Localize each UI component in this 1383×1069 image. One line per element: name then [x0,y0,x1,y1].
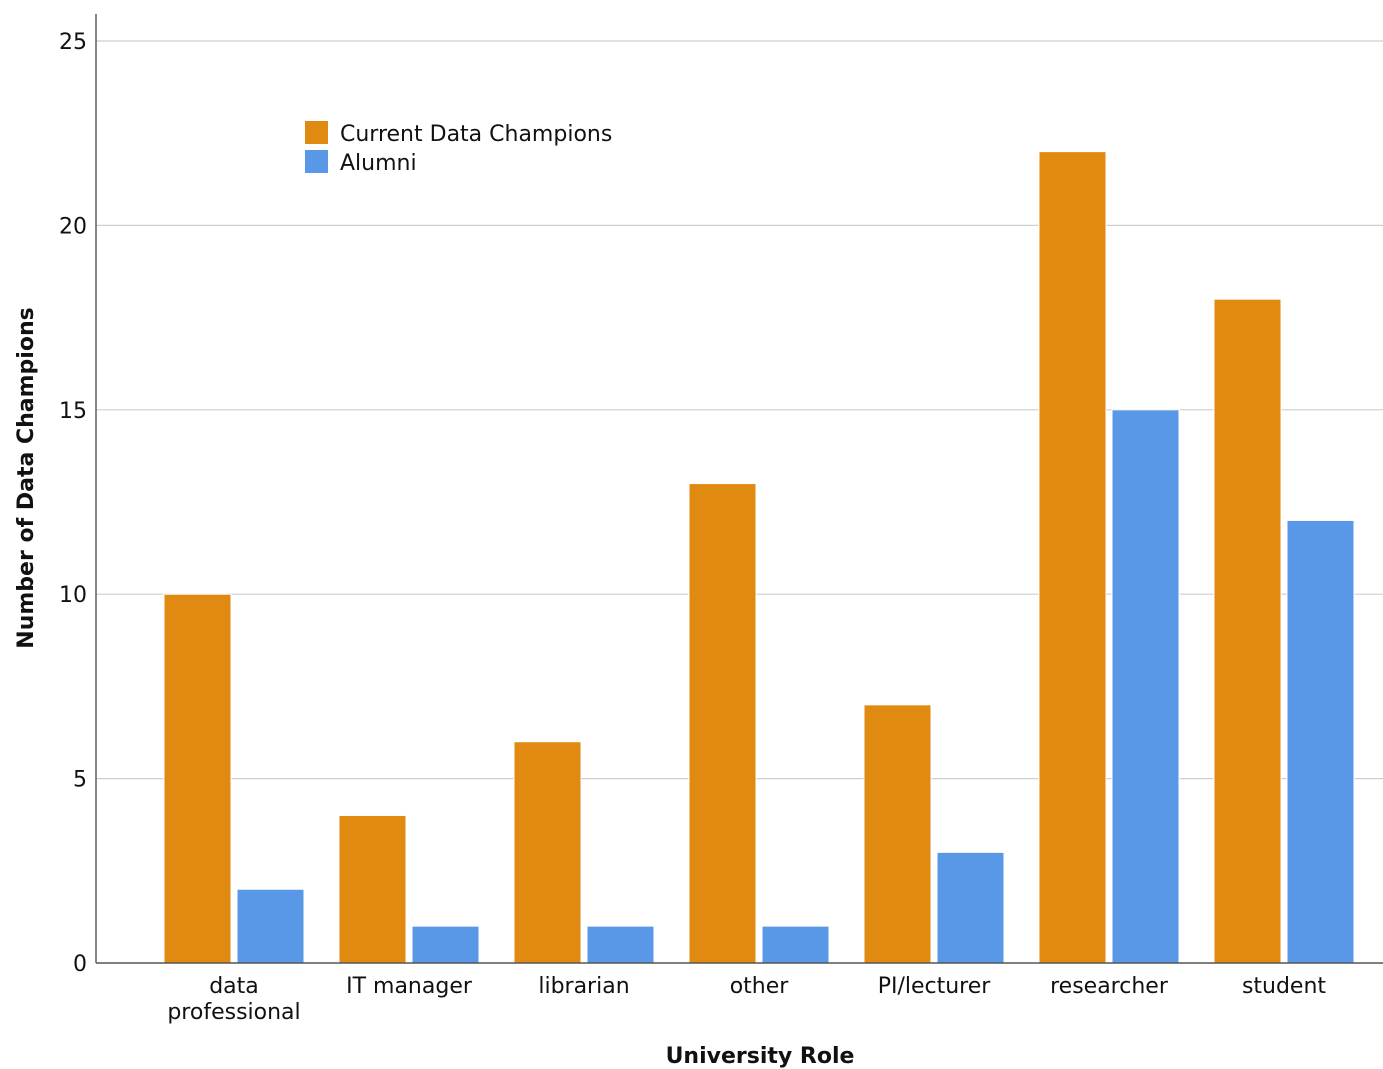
y-tick-label: 25 [59,30,87,55]
bars [163,151,1355,964]
legend-label: Alumni [340,151,417,176]
y-tick-label: 10 [59,583,87,608]
x-tick-label: other [730,974,790,999]
legend-label: Current Data Champions [340,122,612,147]
bar-alumni [936,851,1005,964]
legend-swatch [305,150,328,173]
bar-alumni [761,925,830,964]
bar-current [1213,298,1282,964]
x-tick-labels: data professional IT manager librarian other… [167,974,1326,1025]
axes [95,14,1383,964]
y-tick-label: 0 [73,952,87,977]
bar-alumni [236,888,305,964]
x-tick-label: researcher [1050,974,1169,999]
y-tick-label: 15 [59,399,87,424]
bar-alumni [411,925,480,964]
x-tick-label: data professional [167,974,300,1025]
bar-current [688,483,757,964]
bar-alumni [586,925,655,964]
legend: Current Data Champions Alumni [305,121,612,176]
x-tick-label: IT manager [346,974,473,999]
x-tick-label: PI/lecturer [878,974,992,999]
y-axis-title: Number of Data Champions [14,307,39,648]
bar-current [338,814,407,964]
x-axis-title: University Role [666,1044,855,1069]
bar-current [163,593,232,964]
bar-alumni [1111,409,1180,964]
bar-current [863,704,932,964]
y-tick-labels: 0 5 10 15 20 25 [59,30,87,977]
x-tick-label: librarian [538,974,629,999]
bar-current [513,741,582,964]
y-tick-label: 5 [73,768,87,793]
legend-swatch [305,121,328,144]
bar-alumni [1286,519,1355,964]
y-tick-label: 20 [59,214,87,239]
bar-current [1038,151,1107,964]
x-tick-label: student [1242,974,1326,999]
